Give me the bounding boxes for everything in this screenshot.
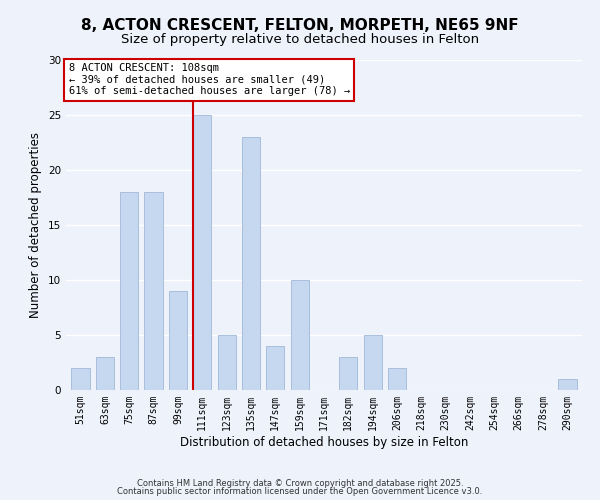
Bar	[266, 346, 284, 390]
Text: Size of property relative to detached houses in Felton: Size of property relative to detached ho…	[121, 32, 479, 46]
Bar	[193, 115, 211, 390]
Bar	[388, 368, 406, 390]
Bar	[364, 335, 382, 390]
Bar	[169, 291, 187, 390]
Bar	[120, 192, 139, 390]
Bar	[558, 379, 577, 390]
Bar	[96, 357, 114, 390]
Text: 8, ACTON CRESCENT, FELTON, MORPETH, NE65 9NF: 8, ACTON CRESCENT, FELTON, MORPETH, NE65…	[81, 18, 519, 32]
Bar	[339, 357, 358, 390]
Text: 8 ACTON CRESCENT: 108sqm
← 39% of detached houses are smaller (49)
61% of semi-d: 8 ACTON CRESCENT: 108sqm ← 39% of detach…	[68, 64, 350, 96]
Text: Contains HM Land Registry data © Crown copyright and database right 2025.: Contains HM Land Registry data © Crown c…	[137, 478, 463, 488]
X-axis label: Distribution of detached houses by size in Felton: Distribution of detached houses by size …	[180, 436, 468, 448]
Bar	[71, 368, 90, 390]
Text: Contains public sector information licensed under the Open Government Licence v3: Contains public sector information licen…	[118, 487, 482, 496]
Bar	[242, 137, 260, 390]
Bar	[218, 335, 236, 390]
Bar	[290, 280, 309, 390]
Bar	[145, 192, 163, 390]
Y-axis label: Number of detached properties: Number of detached properties	[29, 132, 43, 318]
